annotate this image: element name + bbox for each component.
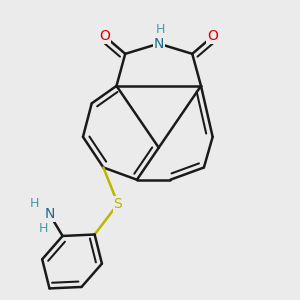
Text: N: N	[154, 37, 164, 51]
Text: S: S	[114, 197, 122, 211]
Text: H: H	[155, 23, 165, 36]
Text: N: N	[44, 207, 55, 221]
Text: O: O	[99, 29, 110, 44]
Text: O: O	[207, 29, 218, 44]
Text: H: H	[39, 222, 48, 235]
Text: H: H	[30, 196, 40, 209]
